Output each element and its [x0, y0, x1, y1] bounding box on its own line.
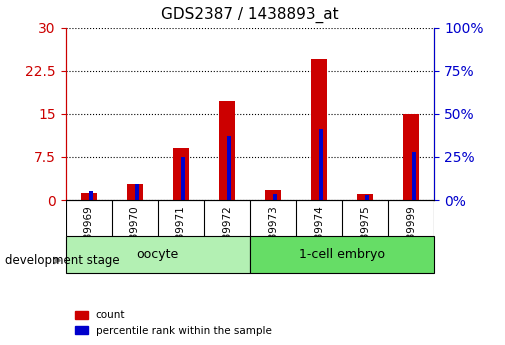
FancyBboxPatch shape: [250, 236, 434, 273]
Bar: [265, 190, 281, 200]
Bar: [89, 191, 93, 200]
Bar: [412, 152, 416, 200]
Bar: [81, 193, 97, 200]
Bar: [357, 194, 373, 200]
Text: development stage: development stage: [5, 254, 120, 267]
FancyBboxPatch shape: [66, 236, 250, 273]
Title: GDS2387 / 1438893_at: GDS2387 / 1438893_at: [161, 7, 339, 23]
Text: 1-cell embryo: 1-cell embryo: [299, 248, 385, 261]
Legend: count, percentile rank within the sample: count, percentile rank within the sample: [71, 306, 276, 340]
Bar: [319, 129, 323, 200]
Bar: [311, 59, 327, 200]
Bar: [173, 148, 189, 200]
Bar: [403, 114, 419, 200]
Bar: [181, 157, 185, 200]
Bar: [366, 195, 370, 200]
Bar: [219, 101, 235, 200]
Bar: [273, 194, 277, 200]
Bar: [127, 184, 143, 200]
Bar: [135, 184, 139, 200]
Bar: [227, 136, 231, 200]
Text: oocyte: oocyte: [137, 248, 179, 261]
